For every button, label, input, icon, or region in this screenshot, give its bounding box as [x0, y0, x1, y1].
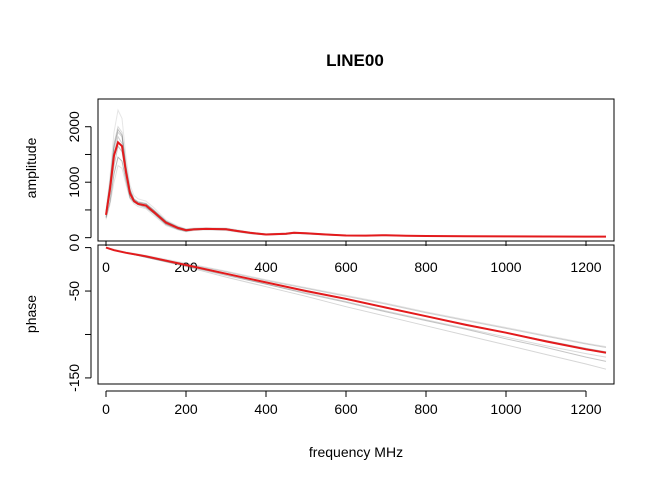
amplitude-y-axis: 0 1000 2000 [66, 111, 92, 242]
amplitude-y-tick-label-0: 0 [66, 234, 82, 242]
phase-x-tick-label-6: 1200 [570, 401, 601, 417]
amplitude-y-tick-label-1: 1000 [66, 166, 82, 197]
amplitude-x-tick-label-3: 600 [334, 259, 358, 275]
phase-y-tick-label-2: -150 [66, 364, 82, 392]
phase-x-tick-label-4: 800 [414, 401, 438, 417]
amplitude-trace-2 [105, 156, 606, 238]
phase-panel: 0 200 400 600 800 1000 1200 0 -50 -150 phase fre… [23, 244, 615, 460]
phase-x-axis: 0 200 400 600 800 1000 1200 [102, 390, 602, 417]
phase-mean-line [105, 246, 607, 354]
amplitude-trace-5 [105, 131, 606, 238]
phase-y-axis: 0 -50 -150 [66, 244, 92, 392]
amplitude-series [105, 108, 607, 238]
amplitude-mean-line [105, 140, 606, 238]
phase-x-tick-label-3: 600 [334, 401, 358, 417]
phase-x-tick-label-0: 0 [102, 401, 110, 417]
amplitude-trace-4 [105, 144, 606, 238]
amplitude-y-tick-label-2: 2000 [66, 111, 82, 142]
amplitude-trace-6 [105, 108, 606, 237]
phase-x-tick-label-2: 400 [254, 401, 278, 417]
chart-title: LINE00 [326, 51, 384, 70]
amplitude-x-axis: 0 200 400 600 800 1000 1200 [102, 240, 602, 275]
amplitude-x-tick-label-2: 400 [254, 259, 278, 275]
amplitude-trace-7 [105, 164, 606, 238]
amplitude-x-tick-label-6: 1200 [570, 259, 601, 275]
phase-x-tick-label-5: 1000 [490, 401, 521, 417]
amplitude-trace-1 [105, 135, 606, 238]
amplitude-trace-8 [105, 128, 606, 238]
amplitude-x-tick-label-4: 800 [414, 259, 438, 275]
amplitude-x-tick-label-0: 0 [102, 259, 110, 275]
phase-x-axis-label: frequency MHz [309, 444, 403, 460]
phase-y-tick-label-0: 0 [66, 244, 82, 252]
phase-series [105, 246, 607, 370]
amplitude-x-tick-label-5: 1000 [490, 259, 521, 275]
amplitude-y-axis-label: amplitude [23, 137, 39, 198]
amplitude-plot-frame [97, 98, 615, 242]
amplitude-trace-3 [105, 125, 607, 238]
phase-y-tick-label-1: -50 [66, 281, 82, 301]
phase-y-axis-label: phase [23, 295, 39, 333]
phase-plot-frame [97, 244, 615, 385]
phase-x-tick-label-1: 200 [174, 401, 198, 417]
